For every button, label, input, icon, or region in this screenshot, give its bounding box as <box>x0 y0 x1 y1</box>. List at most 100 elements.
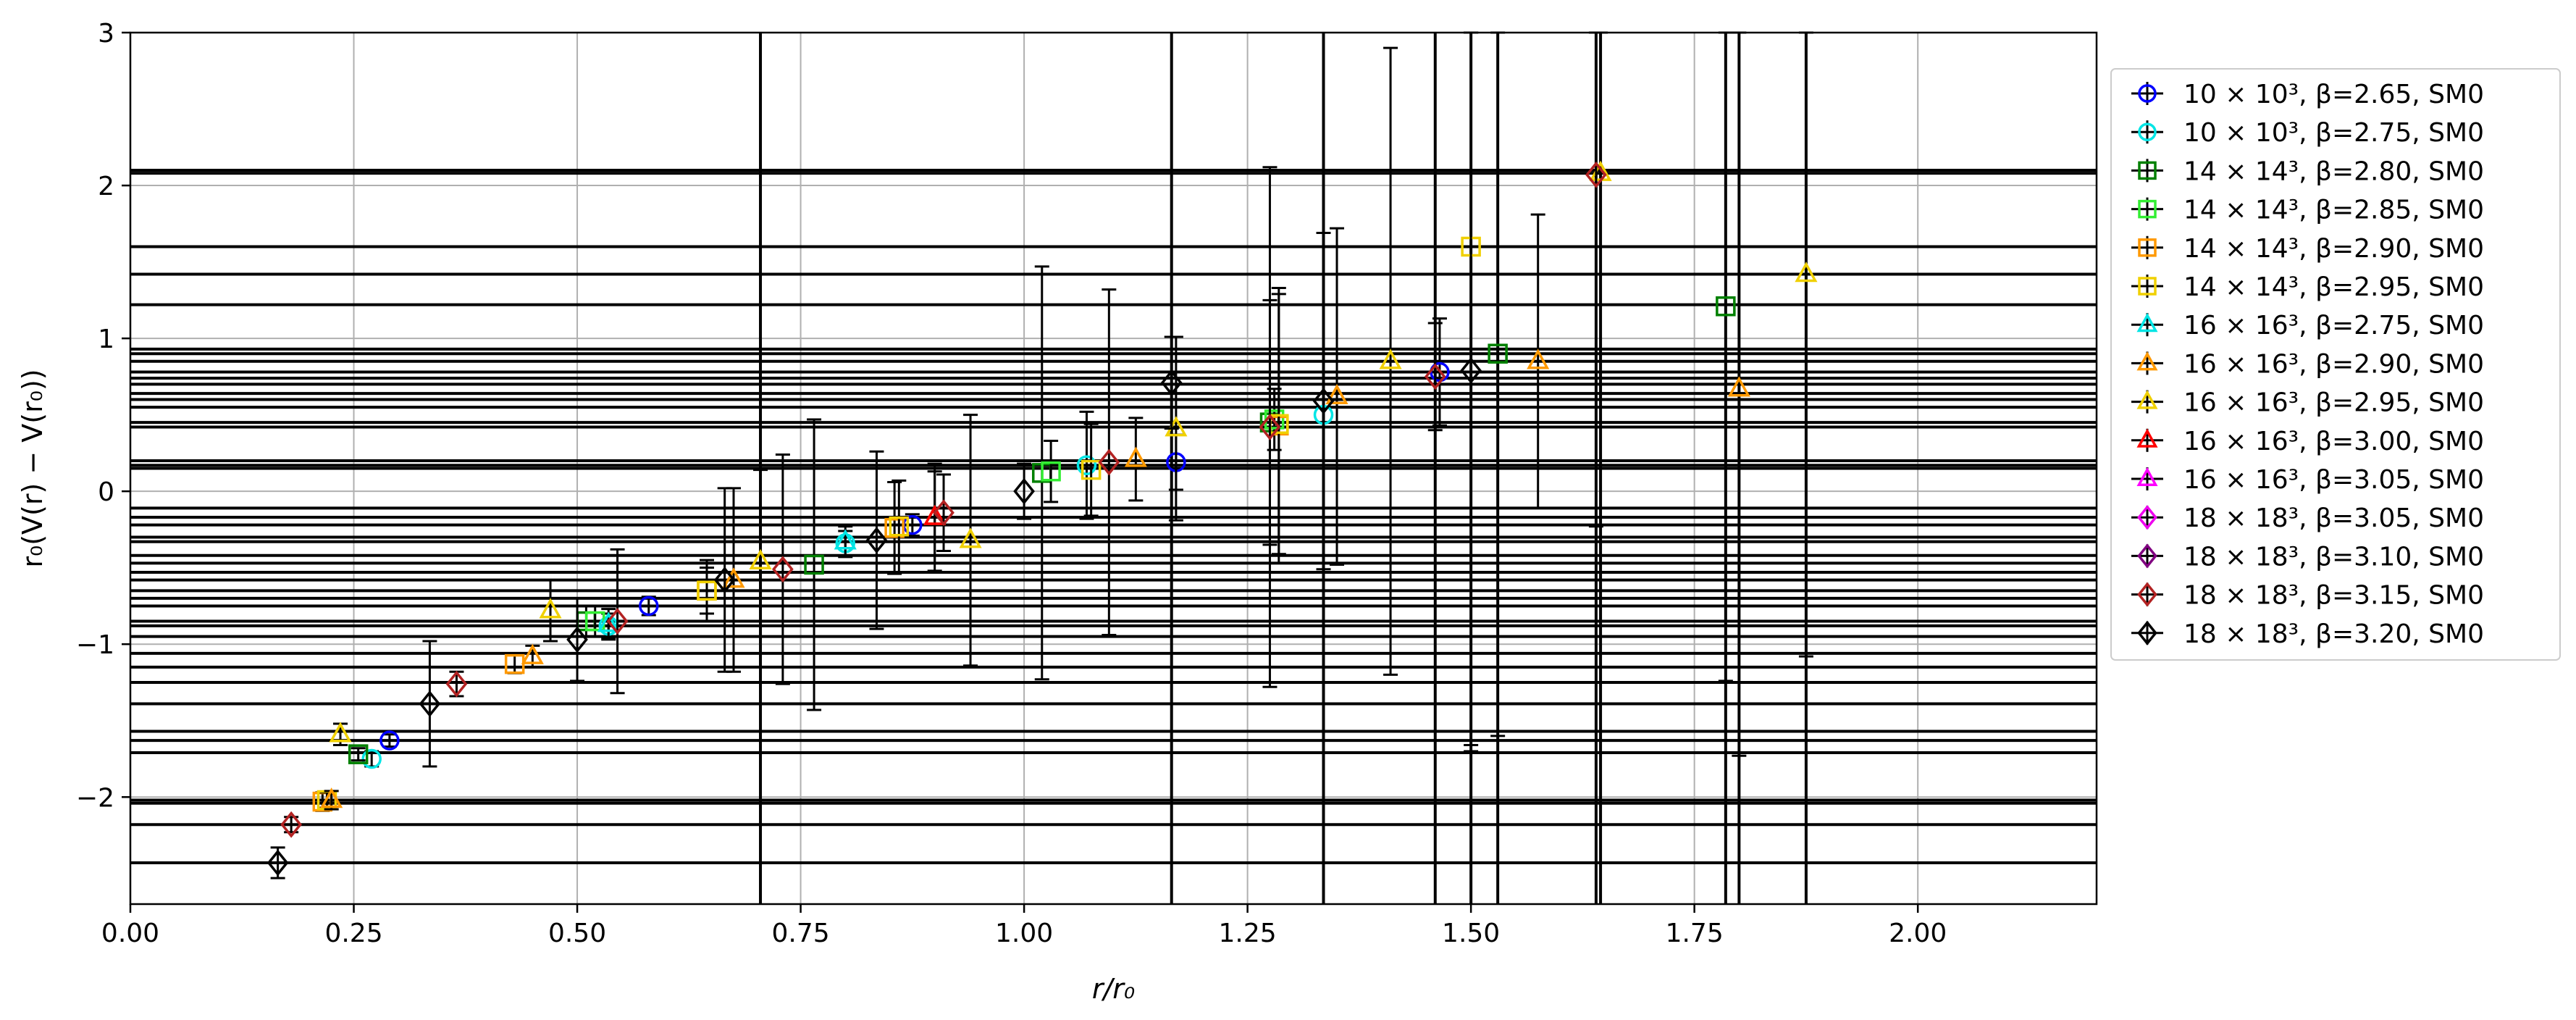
data-point <box>597 611 620 632</box>
x-tick-label: 2.00 <box>1889 919 1947 948</box>
legend-marker <box>2137 620 2157 645</box>
x-axis-ticks: 0.00 0.25 0.50 0.75 1.00 1.25 1.50 1.75 2.00 <box>101 904 1947 948</box>
data-point <box>639 595 659 616</box>
data-point <box>1716 296 1736 317</box>
y-tick-label: 3 <box>98 19 114 49</box>
legend-label: 16 × 16³, β=2.90, SM0 <box>2183 349 2484 379</box>
data-point <box>521 643 544 664</box>
data-point <box>566 626 588 653</box>
legend-label: 14 × 14³, β=2.90, SM0 <box>2183 234 2484 264</box>
legend-marker <box>2138 122 2157 141</box>
legend-marker <box>2138 238 2157 257</box>
data-point <box>1727 376 1750 397</box>
legend-label: 18 × 18³, β=3.15, SM0 <box>2183 581 2484 611</box>
data-point <box>804 554 824 575</box>
x-tick-label: 0.25 <box>324 919 382 948</box>
legend-marker <box>2136 351 2158 371</box>
data-point <box>749 548 772 569</box>
data-point <box>445 670 468 698</box>
legend-label: 16 × 16³, β=2.95, SM0 <box>2183 388 2484 418</box>
y-tick-label: −1 <box>76 630 114 660</box>
legend-label: 14 × 14³, β=2.85, SM0 <box>2183 196 2484 225</box>
data-point <box>865 527 888 554</box>
y-axis-ticks: −2 −1 0 1 2 3 <box>76 19 130 813</box>
legend-marker <box>2137 543 2157 569</box>
data-point <box>772 556 794 583</box>
legend-box <box>2110 68 2561 661</box>
legend-marker <box>2136 428 2158 448</box>
x-tick-label: 1.50 <box>1442 919 1500 948</box>
data-point <box>320 787 343 808</box>
x-tick-label: 1.00 <box>995 919 1053 948</box>
y-tick-label: −2 <box>76 783 114 813</box>
data-point <box>1160 369 1183 396</box>
legend-label: 16 × 16³, β=3.00, SM0 <box>2183 427 2484 456</box>
data-point <box>1460 357 1482 384</box>
x-tick-label: 0.50 <box>548 919 606 948</box>
legend-marker <box>2136 390 2158 409</box>
data-point <box>1013 477 1035 505</box>
legend-label: 10 × 10³, β=2.75, SM0 <box>2183 118 2484 148</box>
data-point <box>267 849 289 877</box>
data-point <box>1424 363 1446 390</box>
data-point <box>539 598 562 619</box>
data-point <box>697 580 717 601</box>
legend: 10 × 10³, β=2.65, SM0 10 × 10³, β=2.75, S… <box>2110 68 2561 661</box>
data-point <box>834 529 857 550</box>
data-point <box>1379 348 1402 369</box>
data-point <box>361 748 382 769</box>
data-point <box>1585 161 1607 188</box>
horizontal-error-bars <box>130 168 2097 865</box>
legend-marker <box>2137 505 2157 530</box>
data-point <box>1041 461 1061 482</box>
legend-label: 18 × 18³, β=3.20, SM0 <box>2183 619 2484 649</box>
data-point <box>329 722 352 743</box>
data-point <box>419 690 441 717</box>
data-point <box>889 516 910 537</box>
x-tick-label: 1.75 <box>1666 919 1724 948</box>
legend-label: 14 × 14³, β=2.80, SM0 <box>2183 156 2484 186</box>
data-point <box>1527 348 1550 369</box>
legend-marker <box>2138 199 2157 219</box>
y-axis-label: r₀(V(r) − V(r₀)) <box>17 369 49 567</box>
data-point <box>1076 455 1097 476</box>
legend-label: 10 × 10³, β=2.65, SM0 <box>2183 80 2484 109</box>
x-tick-label: 1.25 <box>1219 919 1277 948</box>
legend-marker <box>2138 277 2157 296</box>
data-point <box>923 504 947 525</box>
legend-label: 16 × 16³, β=2.75, SM0 <box>2183 311 2484 340</box>
legend-marker <box>2138 84 2157 103</box>
legend-label: 18 × 18³, β=3.05, SM0 <box>2183 503 2484 533</box>
legend-label: 18 × 18³, β=3.10, SM0 <box>2183 542 2484 572</box>
data-point <box>1098 448 1120 476</box>
x-tick-label: 0.75 <box>771 919 829 948</box>
data-point <box>1488 343 1508 364</box>
legend-label: 16 × 16³, β=3.05, SM0 <box>2183 465 2484 495</box>
legend-marker <box>2137 582 2157 607</box>
data-point <box>280 811 302 838</box>
data-point <box>884 518 905 538</box>
data-point <box>1124 446 1147 467</box>
y-tick-label: 1 <box>98 325 114 354</box>
data-point <box>713 567 736 593</box>
x-axis-label: r/r₀ <box>1092 973 1135 1005</box>
legend-marker <box>2136 312 2158 333</box>
data-point <box>1795 262 1818 283</box>
data-point <box>606 608 629 635</box>
data-point <box>933 499 955 527</box>
y-tick-label: 0 <box>98 477 114 507</box>
data-point <box>1081 459 1102 480</box>
data-point <box>959 527 982 548</box>
y-tick-label: 2 <box>98 172 114 201</box>
data-point <box>1259 414 1281 440</box>
plot-frame <box>129 31 2098 906</box>
data-point <box>379 730 400 751</box>
data-point <box>1312 388 1335 415</box>
data-points <box>267 31 1818 879</box>
legend-marker <box>2138 161 2157 180</box>
data-point <box>348 744 369 764</box>
data-point <box>1325 383 1348 405</box>
data-point <box>722 567 745 588</box>
legend-marker <box>2136 467 2158 486</box>
